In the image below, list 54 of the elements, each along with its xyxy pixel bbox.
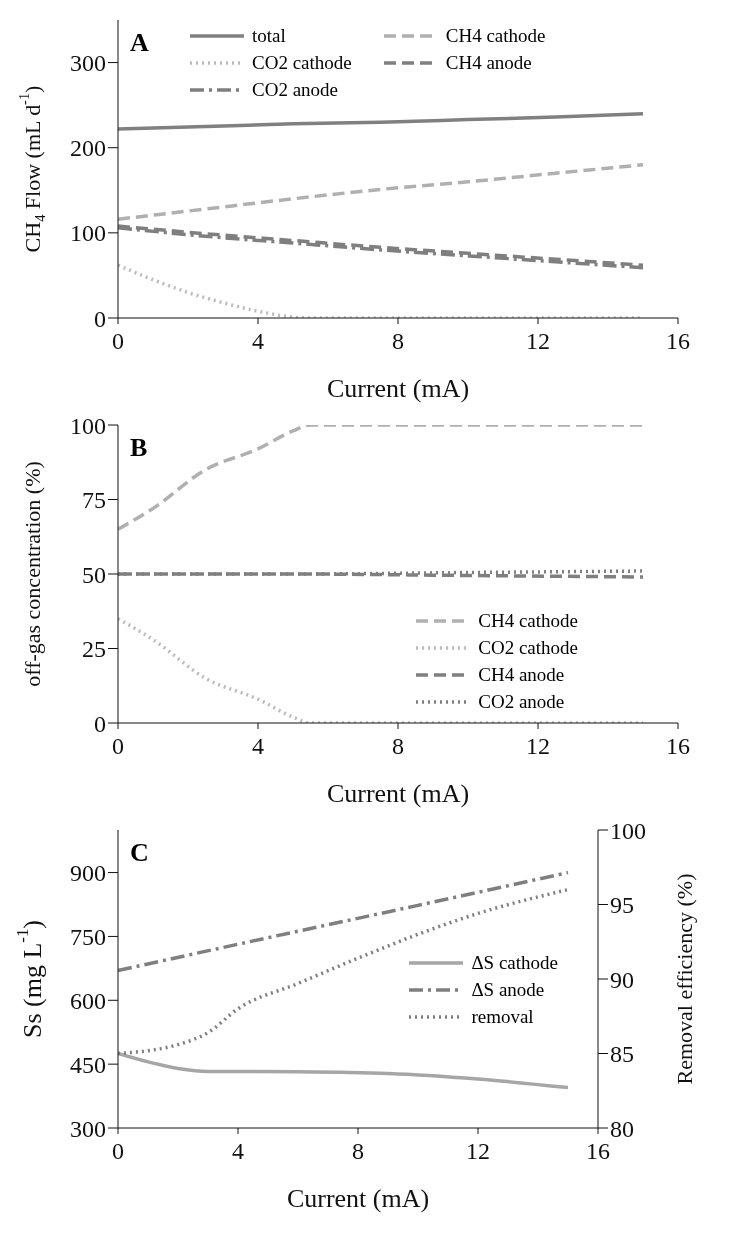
- y-tick-label: 900: [70, 860, 106, 887]
- legend-label: CO2 anode: [252, 78, 339, 102]
- x-tick-label: 0: [112, 1138, 124, 1165]
- x-axis-title: Current (mA): [286, 1184, 430, 1213]
- x-axis-title: Current (mA): [326, 779, 470, 808]
- annotation: A: [130, 28, 149, 58]
- legend-label: CO2 anode: [478, 690, 565, 714]
- legend-label: ΔS cathode: [471, 951, 558, 976]
- y-tick-label: 0: [94, 710, 106, 737]
- x-tick-label: 16: [666, 733, 690, 760]
- legend-label: CH4 anode: [445, 51, 532, 75]
- x-tick-label: 12: [526, 328, 550, 355]
- x-tick-label: 8: [392, 328, 404, 355]
- x-tick-label: 4: [252, 328, 264, 355]
- legend-label: removal: [471, 1005, 534, 1030]
- y-tick-label: 450: [70, 1051, 106, 1078]
- y-tick-label: 100: [70, 412, 106, 439]
- y-tick-label: 600: [70, 987, 106, 1014]
- y-tick-label: 75: [82, 487, 106, 514]
- legend-label: CO2 cathode: [478, 636, 578, 660]
- y-tick-label: 100: [70, 220, 106, 247]
- x-tick-label: 0: [112, 733, 124, 760]
- legend-label: ΔS anode: [471, 978, 545, 1003]
- y-tick-label: 200: [70, 135, 106, 162]
- y-tick-label: 300: [70, 1115, 106, 1142]
- y-tick-label: 300: [70, 50, 106, 77]
- legend-label: CH4 anode: [478, 663, 565, 687]
- annotation: C: [130, 838, 149, 868]
- x-tick-label: 4: [232, 1138, 244, 1165]
- x-tick-label: 16: [666, 328, 690, 355]
- x-tick-label: 12: [526, 733, 550, 760]
- y2-tick-label: 100: [610, 817, 646, 844]
- x-tick-label: 16: [586, 1138, 610, 1165]
- y-tick-label: 0: [94, 305, 106, 332]
- annotation: B: [130, 433, 148, 463]
- legend-label: CO2 cathode: [252, 51, 352, 75]
- y2-tick-label: 90: [610, 966, 634, 993]
- x-tick-label: 4: [252, 733, 264, 760]
- x-tick-label: 0: [112, 328, 124, 355]
- x-axis-title: Current (mA): [326, 374, 470, 403]
- legend-label: CH4 cathode: [445, 24, 546, 48]
- y2-axis-title: Removal efficiency (%): [671, 873, 697, 1085]
- y-tick-label: 25: [82, 636, 106, 663]
- y2-tick-label: 95: [610, 892, 634, 919]
- y2-tick-label: 80: [610, 1115, 634, 1142]
- y-axis-title: off-gas concentration (%): [19, 461, 45, 687]
- legend-label: CH4 cathode: [478, 609, 578, 633]
- x-tick-label: 8: [392, 733, 404, 760]
- y-tick-label: 50: [82, 561, 106, 588]
- y-tick-label: 750: [70, 923, 106, 950]
- x-tick-label: 12: [466, 1138, 490, 1165]
- legend-label: total: [252, 24, 286, 48]
- x-tick-label: 8: [352, 1138, 364, 1165]
- y2-tick-label: 85: [610, 1041, 634, 1068]
